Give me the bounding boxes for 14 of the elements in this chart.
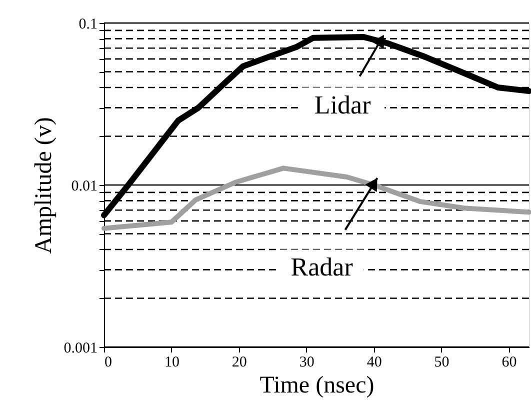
x-tick-label: 0 [104,354,112,370]
x-tick-label: 40 [366,354,382,370]
x-tick-label: 20 [232,354,247,370]
annotation: Radar [290,252,354,282]
y-axis-title: Amplitude (v) [30,117,57,254]
x-tick-label: 60 [502,354,517,370]
y-tick-label: 0.01 [71,178,98,194]
x-tick-label: 10 [164,354,180,370]
x-tick-label: 30 [299,354,314,370]
y-tick-label: 0.1 [78,16,98,32]
x-axis-title: Time (nsec) [260,372,374,398]
x-tick-label: 50 [434,354,450,370]
annotation: Lidar [314,90,372,120]
y-tick-label: 0.001 [64,340,98,356]
